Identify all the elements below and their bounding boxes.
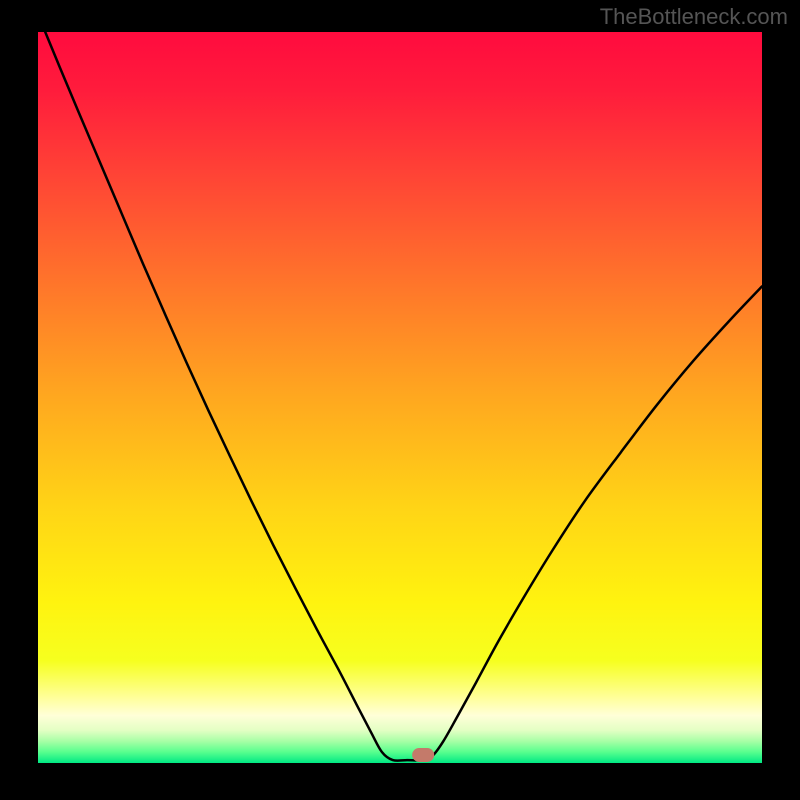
plot-background-gradient	[38, 32, 762, 763]
watermark-text: TheBottleneck.com	[600, 4, 788, 30]
chart-svg	[0, 0, 800, 800]
chart-container: TheBottleneck.com	[0, 0, 800, 800]
optimum-marker	[412, 748, 434, 762]
